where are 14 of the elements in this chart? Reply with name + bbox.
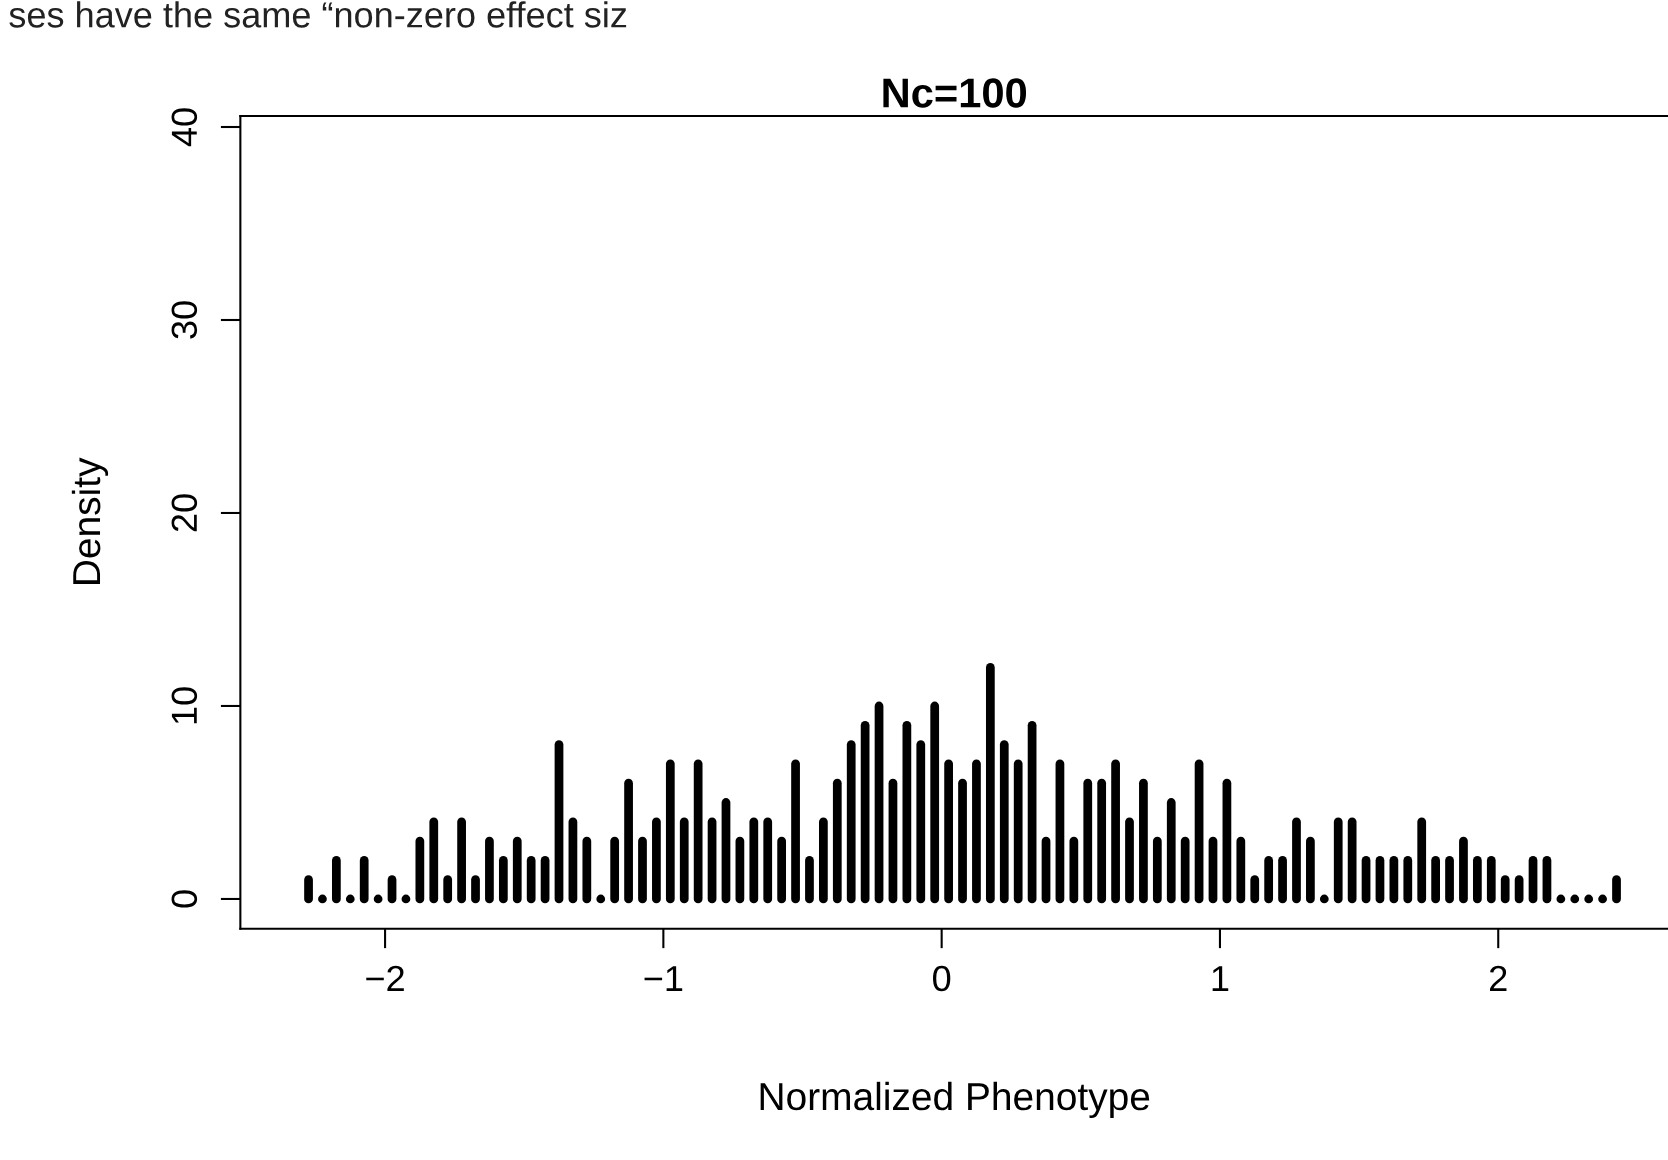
chart-title: Nc=100 xyxy=(883,78,1027,108)
x-tick-label: 2 xyxy=(1490,965,1507,991)
x-tick-label: 1 xyxy=(1212,966,1229,991)
y-tick-label: 40 xyxy=(171,108,198,147)
x-axis-title: Normalized Phenotype xyxy=(760,1081,1150,1119)
x-tick-label: 0 xyxy=(933,965,951,992)
x-tick-label: −1 xyxy=(644,966,683,991)
text: ses have the same “non-zero effect siz xyxy=(9,1,627,28)
y-tick-label: 20 xyxy=(171,494,198,532)
y-tick-label: 10 xyxy=(171,687,198,724)
x-tick-label: −2 xyxy=(366,965,404,991)
y-tick-label: 30 xyxy=(171,301,198,339)
y-tick-label: 0 xyxy=(171,890,198,908)
y-axis-title: Density xyxy=(71,457,109,584)
